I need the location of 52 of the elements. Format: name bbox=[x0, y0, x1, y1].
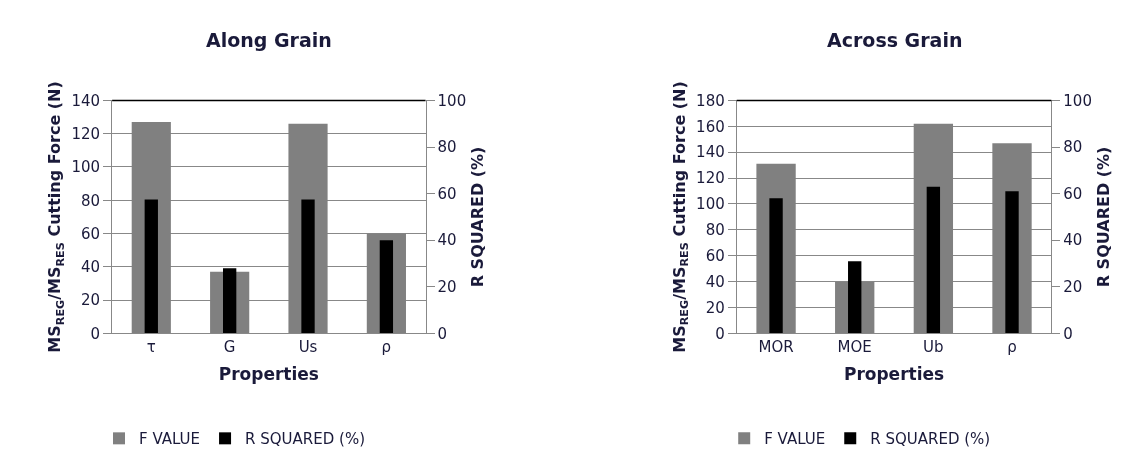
y-tick-label: 180 bbox=[696, 91, 725, 110]
y-tick-label: 40 bbox=[705, 272, 725, 291]
x-tick-label: Us bbox=[298, 338, 318, 357]
x-tick-label: MOE bbox=[837, 338, 872, 357]
y2-tick-label: 60 bbox=[437, 184, 457, 203]
y-tick-label: 40 bbox=[81, 258, 101, 277]
y2-tick-label: 100 bbox=[1063, 91, 1092, 110]
y-tick-label: 0 bbox=[90, 324, 101, 343]
bar bbox=[926, 186, 941, 334]
y2-tick-label: 60 bbox=[1063, 184, 1083, 203]
x-tick-label: G bbox=[223, 338, 236, 357]
y-tick-label: 140 bbox=[71, 91, 101, 110]
y2-axis-title: R SQUARED (%) bbox=[1093, 146, 1113, 288]
y-tick-label: 160 bbox=[696, 117, 725, 136]
legend-label: F VALUE bbox=[764, 430, 826, 449]
y-tick-label: 140 bbox=[696, 143, 725, 162]
y2-tick-label: 80 bbox=[437, 138, 457, 157]
y2-tick-label: 0 bbox=[1063, 324, 1073, 343]
bar bbox=[301, 199, 315, 334]
y2-tick-label: 40 bbox=[1063, 231, 1083, 250]
legend-label: R SQUARED (%) bbox=[245, 430, 365, 449]
y-tick-label: 20 bbox=[705, 298, 725, 317]
y-tick-label: 0 bbox=[715, 324, 725, 343]
y2-tick-label: 100 bbox=[437, 91, 467, 110]
x-tick-label: τ bbox=[146, 338, 156, 357]
x-tick-label: MOR bbox=[758, 338, 794, 357]
y-tick-label: 60 bbox=[705, 247, 725, 266]
x-axis-title: Properties bbox=[218, 363, 319, 384]
y2-tick-label: 0 bbox=[437, 324, 448, 343]
y-tick-label: 100 bbox=[71, 158, 101, 177]
legend-label: R SQUARED (%) bbox=[870, 430, 991, 449]
y-tick-label: 60 bbox=[81, 224, 101, 243]
y-tick-label: 120 bbox=[71, 124, 101, 143]
bar bbox=[1005, 191, 1019, 334]
y2-tick-label: 80 bbox=[1063, 138, 1083, 157]
y-tick-label: 120 bbox=[696, 169, 725, 188]
y2-axis-title: R SQUARED (%) bbox=[467, 146, 487, 288]
x-tick-label: ρ bbox=[1007, 338, 1017, 357]
x-tick-label: ρ bbox=[381, 338, 392, 357]
legend-label: F VALUE bbox=[139, 430, 201, 449]
y2-tick-label: 20 bbox=[437, 278, 457, 297]
y-tick-label: 20 bbox=[81, 291, 101, 310]
x-axis-title: Properties bbox=[843, 363, 945, 384]
y-tick-label: 80 bbox=[705, 221, 725, 240]
bar bbox=[144, 199, 158, 334]
chart-title: Across Grain bbox=[827, 29, 963, 51]
y2-tick-label: 20 bbox=[1063, 278, 1083, 297]
y-tick-label: 100 bbox=[696, 195, 725, 214]
y-tick-label: 80 bbox=[81, 191, 101, 210]
y2-tick-label: 40 bbox=[437, 231, 457, 250]
chart-title: Along Grain bbox=[206, 29, 332, 51]
x-tick-label: Ub bbox=[923, 338, 944, 357]
